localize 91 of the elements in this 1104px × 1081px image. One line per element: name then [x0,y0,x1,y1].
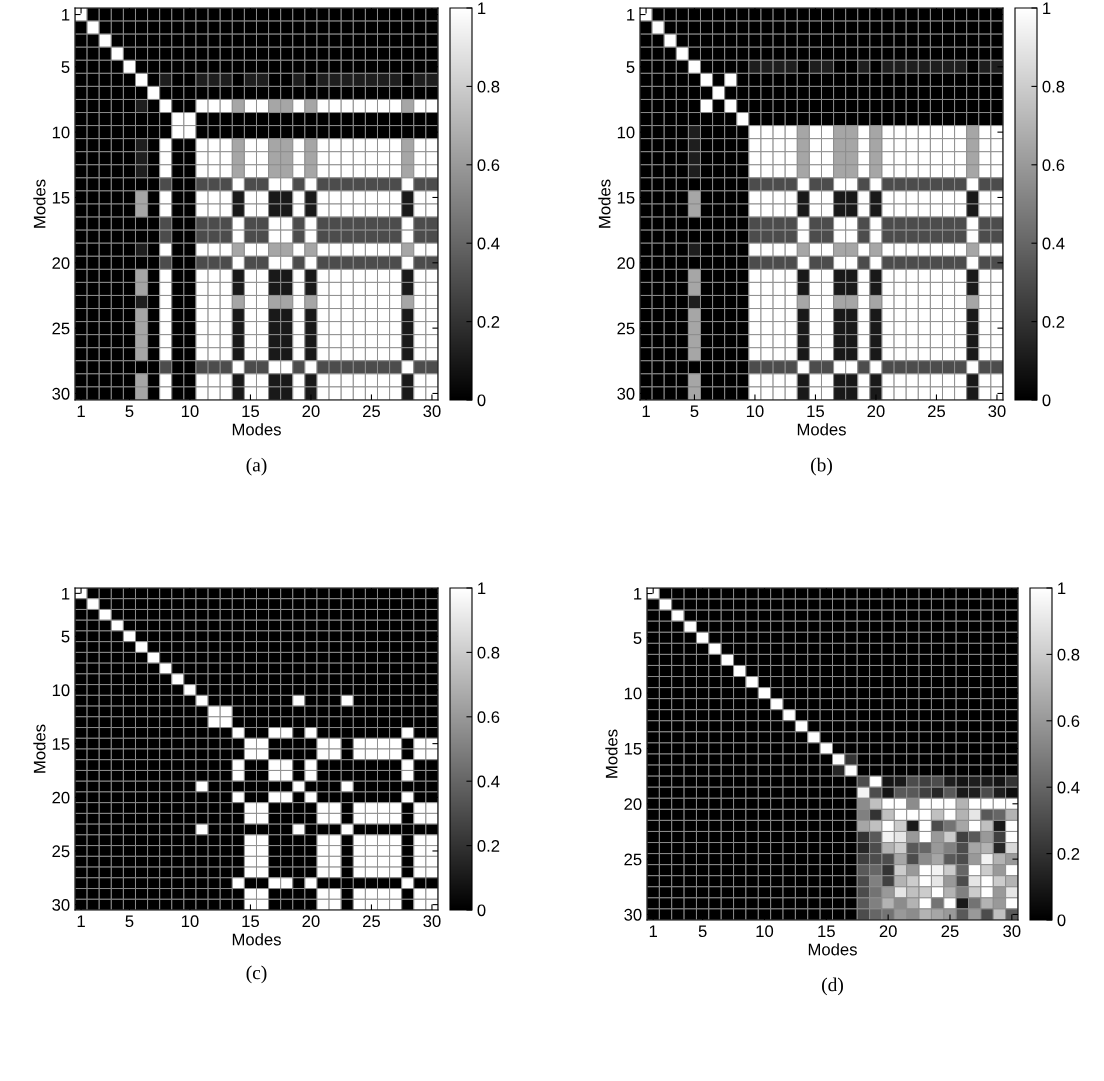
x-tick-label: 5 [125,405,134,418]
y-tick-label: 10 [52,684,70,697]
color-bar-label: 0.2 [1042,316,1065,328]
color-bar-label: 0.2 [477,840,500,852]
color-bar-label: 0.2 [1057,848,1080,860]
x-tick-label: 25 [928,405,946,418]
x-tick-label: 25 [363,405,381,418]
color-bar-label: 0.2 [477,316,500,328]
x-tick-label: 30 [988,405,1006,418]
color-bar-label: 0.4 [477,775,500,788]
x-tick-label: 15 [242,915,260,928]
y-tick-label: 1 [634,588,642,600]
color-bar-label: 0.8 [477,646,500,659]
y-axis-title: Modes [605,729,618,778]
y-tick-label: 10 [52,126,70,139]
color-bar-label: 1 [1043,2,1051,15]
x-tick-label: 20 [302,915,320,928]
color-bar-label: 0.4 [477,237,500,250]
x-tick-label: 30 [1003,925,1021,938]
y-tick-label: 25 [624,853,642,866]
y-axis-title: Modes [33,724,46,773]
y-tick-label: 20 [617,257,635,269]
x-tick-label: 5 [698,925,707,938]
y-tick-label: 5 [633,632,642,644]
x-axis-title: Modes [232,933,281,946]
x-tick-label: 30 [423,915,441,928]
x-tick-label: 1 [77,915,85,927]
x-tick-label: 20 [302,405,320,418]
color-bar-label: 0 [1057,914,1066,927]
x-tick-label: 30 [423,405,441,418]
x-axis-title: Modes [797,423,846,436]
x-tick-label: 25 [363,915,381,928]
x-tick-label: 20 [867,405,885,418]
text: (c) [246,965,267,984]
y-tick-label: 10 [617,126,635,139]
y-tick-label: 20 [52,791,70,804]
y-tick-label: 25 [52,845,70,858]
color-bar-label: 0 [477,394,486,407]
y-tick-label: 30 [52,899,70,911]
y-tick-label: 15 [52,192,70,204]
y-tick-label: 30 [52,387,70,400]
text: (d) [822,977,843,996]
color-bar-label: 0.6 [477,711,500,723]
color-bar-label: 0.4 [1057,781,1080,794]
y-tick-label: 20 [52,257,70,269]
y-tick-label: 25 [52,322,70,335]
y-tick-label: 15 [617,192,635,204]
x-tick-label: 20 [879,925,897,938]
y-tick-label: 15 [624,743,642,755]
x-axis-title: Modes [232,423,281,436]
color-bar-label: 0 [477,904,486,917]
color-bar-label: 0.8 [1057,648,1080,661]
y-tick-label: 20 [624,798,642,810]
color-bar-label: 0.8 [477,80,500,93]
y-tick-label: 1 [62,587,70,600]
color-bar-label: 0.6 [1057,715,1080,727]
x-axis-title: Modes [808,943,857,956]
color-bar-label: 1 [1058,582,1066,595]
color-bar-label: 0.6 [477,159,500,171]
x-tick-label: 5 [690,405,699,418]
x-tick-label: 1 [649,925,657,937]
y-tick-label: 5 [626,61,635,73]
x-tick-label: 1 [642,405,650,417]
x-tick-label: 1 [77,405,85,417]
x-tick-label: 10 [181,915,199,928]
y-tick-label: 30 [617,387,635,400]
x-tick-label: 15 [242,405,260,418]
x-tick-label: 15 [807,405,825,418]
x-tick-label: 15 [818,925,835,938]
y-tick-label: 5 [61,630,70,643]
x-tick-label: 10 [181,405,199,418]
y-tick-label: 1 [627,9,635,21]
x-tick-label: 10 [746,405,764,418]
y-tick-label: 25 [617,322,635,335]
color-bar-label: 0.4 [1042,237,1065,250]
text: (a) [246,457,267,476]
y-tick-label: 5 [61,61,70,73]
y-axis-title: Modes [598,179,611,228]
text: (b) [811,457,832,476]
color-bar-label: 0 [1042,394,1051,407]
x-tick-label: 5 [125,915,134,928]
x-tick-label: 25 [941,925,959,938]
color-bar-label: 1 [478,582,486,595]
y-tick-label: 10 [624,687,642,700]
y-tick-label: 15 [52,738,70,750]
color-bar-label: 0.6 [1042,159,1065,171]
y-tick-label: 1 [62,9,70,21]
y-axis-title: Modes [33,179,46,228]
x-tick-label: 10 [756,925,774,938]
color-bar-label: 0.8 [1042,80,1065,93]
color-bar-label: 1 [478,2,486,15]
